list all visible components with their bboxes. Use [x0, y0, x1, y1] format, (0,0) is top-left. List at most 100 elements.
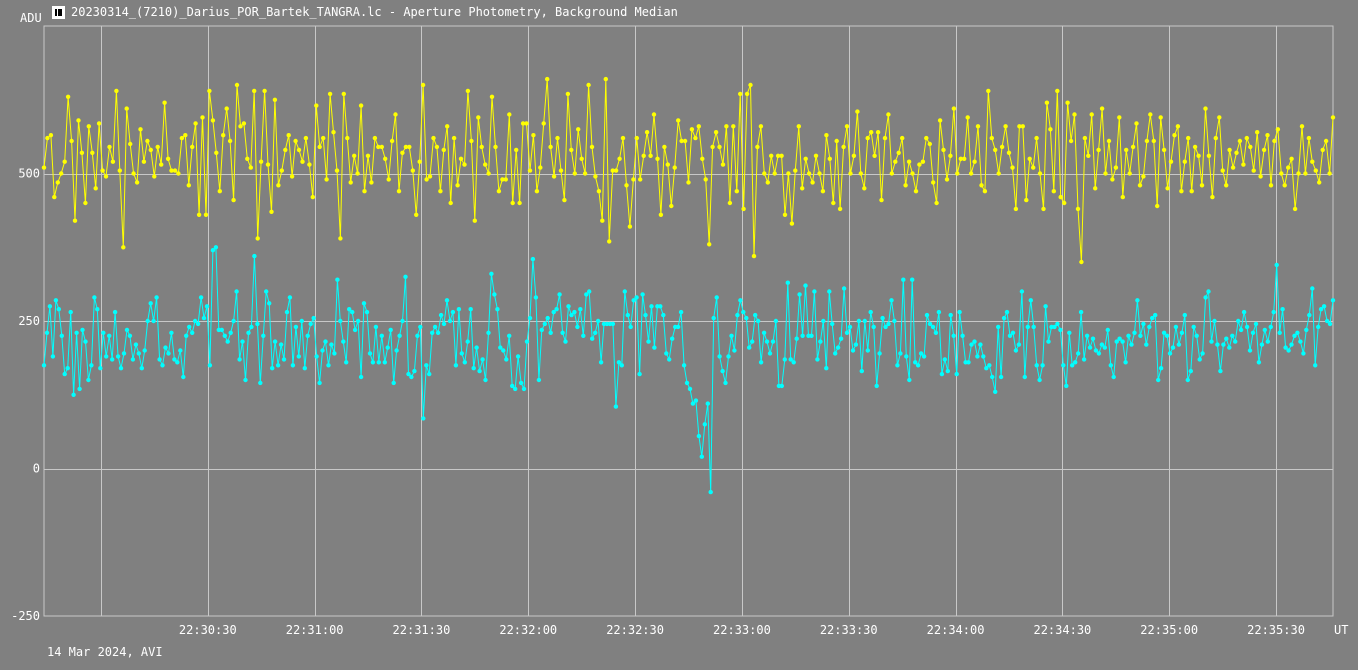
data-point: [92, 295, 97, 300]
data-point: [910, 277, 915, 282]
data-point: [427, 174, 433, 179]
data-point: [219, 327, 224, 333]
data-point: [1203, 106, 1208, 111]
y-tick-label: 0: [33, 462, 40, 476]
data-point: [409, 374, 414, 380]
data-point: [243, 377, 248, 383]
data-point: [579, 156, 584, 161]
data-point: [986, 88, 991, 94]
data-point: [1230, 333, 1235, 338]
data-point: [507, 112, 512, 117]
data-point: [345, 135, 350, 141]
data-point: [1068, 138, 1074, 144]
data-point: [1102, 345, 1108, 350]
data-point: [755, 144, 760, 150]
data-point: [468, 307, 473, 312]
data-point: [453, 363, 459, 368]
data-point: [338, 318, 343, 324]
data-point: [955, 171, 960, 176]
data-point: [1286, 165, 1291, 170]
data-point: [1161, 147, 1167, 153]
data-point: [296, 354, 301, 359]
data-point: [524, 121, 529, 126]
data-point: [993, 147, 998, 153]
data-point: [530, 256, 536, 262]
data-point: [307, 162, 312, 167]
data-point: [1320, 147, 1325, 153]
data-point: [1306, 135, 1312, 141]
data-point: [234, 289, 239, 294]
data-point: [181, 374, 186, 380]
window-title-bar: 20230314_(7210)_Darius_POR_Bartek_TANGRA…: [52, 3, 678, 21]
data-point: [276, 183, 281, 188]
data-point: [1241, 162, 1246, 167]
data-point: [1044, 100, 1050, 105]
data-point: [480, 357, 485, 362]
data-point: [424, 363, 429, 368]
data-point: [541, 121, 546, 126]
data-point: [738, 91, 743, 97]
data-point: [1217, 115, 1222, 120]
data-point: [942, 357, 947, 362]
data-point: [1089, 112, 1094, 117]
data-point: [222, 333, 227, 338]
data-point: [1310, 159, 1315, 164]
data-point: [83, 339, 88, 344]
data-point: [238, 124, 243, 129]
data-point: [1179, 330, 1185, 335]
data-point: [913, 360, 918, 365]
data-point: [462, 360, 467, 365]
data-point: [131, 171, 136, 176]
lightcurve-app-icon[interactable]: [52, 5, 65, 19]
data-point: [311, 315, 316, 321]
data-point: [1129, 342, 1134, 347]
data-point: [275, 363, 281, 368]
data-point: [841, 144, 846, 150]
data-point: [747, 345, 752, 350]
data-point: [175, 360, 180, 365]
data-point: [1303, 171, 1308, 176]
data-point: [376, 144, 381, 150]
data-point: [1024, 197, 1029, 203]
data-point: [652, 345, 657, 350]
data-point: [1224, 183, 1229, 188]
data-point: [1130, 144, 1136, 150]
data-point: [290, 363, 296, 368]
data-point: [1227, 345, 1232, 350]
data-point: [966, 360, 971, 365]
data-point: [684, 380, 690, 386]
data-point: [1251, 168, 1256, 173]
data-point: [696, 433, 702, 439]
y-axis-label: ADU: [20, 11, 42, 25]
data-point: [954, 371, 959, 377]
data-point: [107, 333, 112, 338]
data-point: [317, 380, 322, 386]
data-point: [1167, 351, 1173, 356]
data-point: [865, 135, 870, 141]
data-point: [948, 153, 953, 158]
data-point: [898, 351, 903, 356]
data-point: [996, 171, 1001, 176]
data-point: [213, 245, 219, 250]
data-point: [80, 327, 85, 333]
data-point: [1041, 206, 1046, 212]
data-point: [50, 354, 56, 359]
data-point: [565, 91, 571, 97]
data-point: [803, 156, 808, 161]
data-point: [835, 345, 841, 350]
data-point: [62, 371, 67, 377]
data-point: [471, 366, 476, 371]
data-point: [130, 357, 136, 362]
data-point: [110, 357, 115, 362]
data-point: [791, 360, 796, 365]
data-point: [1182, 159, 1188, 164]
data-point: [434, 144, 440, 150]
data-point: [59, 171, 64, 176]
data-point: [55, 180, 60, 185]
data-point: [162, 100, 167, 105]
data-point: [859, 368, 864, 374]
data-point: [435, 330, 441, 335]
data-point: [1082, 135, 1088, 141]
data-point: [252, 88, 257, 94]
